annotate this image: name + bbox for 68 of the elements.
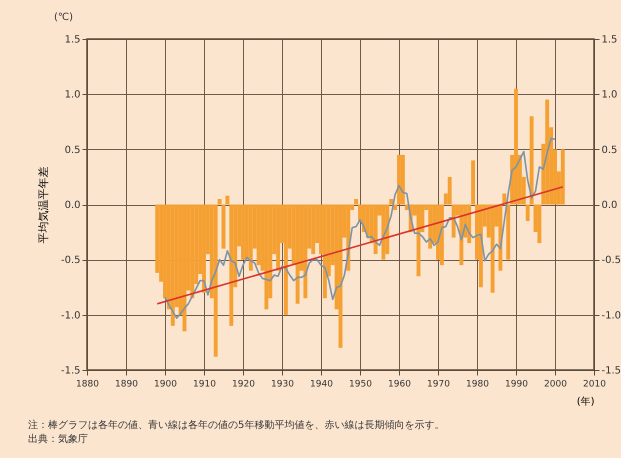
x-tick-label: 1910 xyxy=(193,380,216,390)
line-series xyxy=(164,138,556,319)
x-tick-label: 1950 xyxy=(349,380,372,390)
y2-tick-label: 1.5 xyxy=(602,34,618,46)
text: (℃) xyxy=(54,12,74,23)
bar xyxy=(338,204,342,348)
bar xyxy=(490,204,495,293)
bar xyxy=(190,204,194,298)
bar xyxy=(530,116,534,204)
source-note: 出典：気象庁 xyxy=(28,432,88,446)
bar xyxy=(202,204,206,293)
bar xyxy=(322,204,327,298)
x-tick-label: 1880 xyxy=(76,380,100,390)
bar xyxy=(296,204,300,304)
y2-tick-label: -1.5 xyxy=(602,366,621,376)
bar xyxy=(354,198,358,204)
bar xyxy=(248,204,253,271)
x-tick-label: 1930 xyxy=(271,380,294,390)
y2-tick-label: 0.0 xyxy=(602,200,618,211)
bar xyxy=(526,204,530,222)
x-tick-label: 1900 xyxy=(154,380,178,390)
bar xyxy=(214,204,218,357)
bar xyxy=(560,149,565,204)
x-axis-title: (年) xyxy=(576,396,595,408)
bar xyxy=(514,88,518,204)
y-tick-label: 1.5 xyxy=(64,34,80,46)
x-tick-label: 1960 xyxy=(388,380,412,390)
x-tick-label: 2010 xyxy=(583,380,606,390)
bar xyxy=(264,204,268,310)
bar xyxy=(218,198,222,204)
x-tick-label: 1980 xyxy=(466,380,490,390)
bar xyxy=(276,204,280,271)
bar xyxy=(182,204,186,332)
bar xyxy=(416,204,420,276)
y-tick-label: 1.0 xyxy=(64,90,80,101)
x-tick-label: 1970 xyxy=(427,380,450,390)
bar xyxy=(284,204,288,315)
y2-tick-label: -1.0 xyxy=(602,310,621,322)
x-tick-label: 1990 xyxy=(505,380,528,390)
x-tick-label: 2000 xyxy=(544,380,568,390)
bar xyxy=(400,154,405,204)
y-tick-label: 0.0 xyxy=(64,200,80,211)
bar xyxy=(170,204,175,326)
bar xyxy=(241,204,245,260)
y-tick-label: -0.5 xyxy=(60,255,80,266)
bar xyxy=(225,196,230,204)
y-tick-label: -1.0 xyxy=(60,310,80,322)
bar xyxy=(397,154,401,204)
bar xyxy=(222,204,226,249)
y-tick-label: -1.5 xyxy=(60,366,80,376)
bar xyxy=(229,204,234,326)
y-tick-label: 0.5 xyxy=(64,144,80,156)
y2-tick-label: 1.0 xyxy=(602,90,618,101)
bar xyxy=(381,204,386,260)
bar xyxy=(303,204,308,298)
bar xyxy=(440,204,444,266)
bar xyxy=(374,204,378,254)
bar xyxy=(537,204,542,244)
text: 注：棒グラフは各年の値、青い線は各年の値の5年移動平均値を、赤い線は長期傾向を示す。 xyxy=(28,418,444,432)
x-tick-label: 1920 xyxy=(232,380,256,390)
x-tick-label: 1890 xyxy=(115,380,138,390)
y2-tick-label: 0.5 xyxy=(602,144,618,156)
y-axis-title: 平均気温平年差 xyxy=(36,166,50,244)
bar xyxy=(478,204,483,288)
y2-tick-label: -0.5 xyxy=(602,255,621,266)
bar xyxy=(448,176,452,204)
bar xyxy=(471,160,476,204)
x-tick-label: 1940 xyxy=(310,380,334,390)
